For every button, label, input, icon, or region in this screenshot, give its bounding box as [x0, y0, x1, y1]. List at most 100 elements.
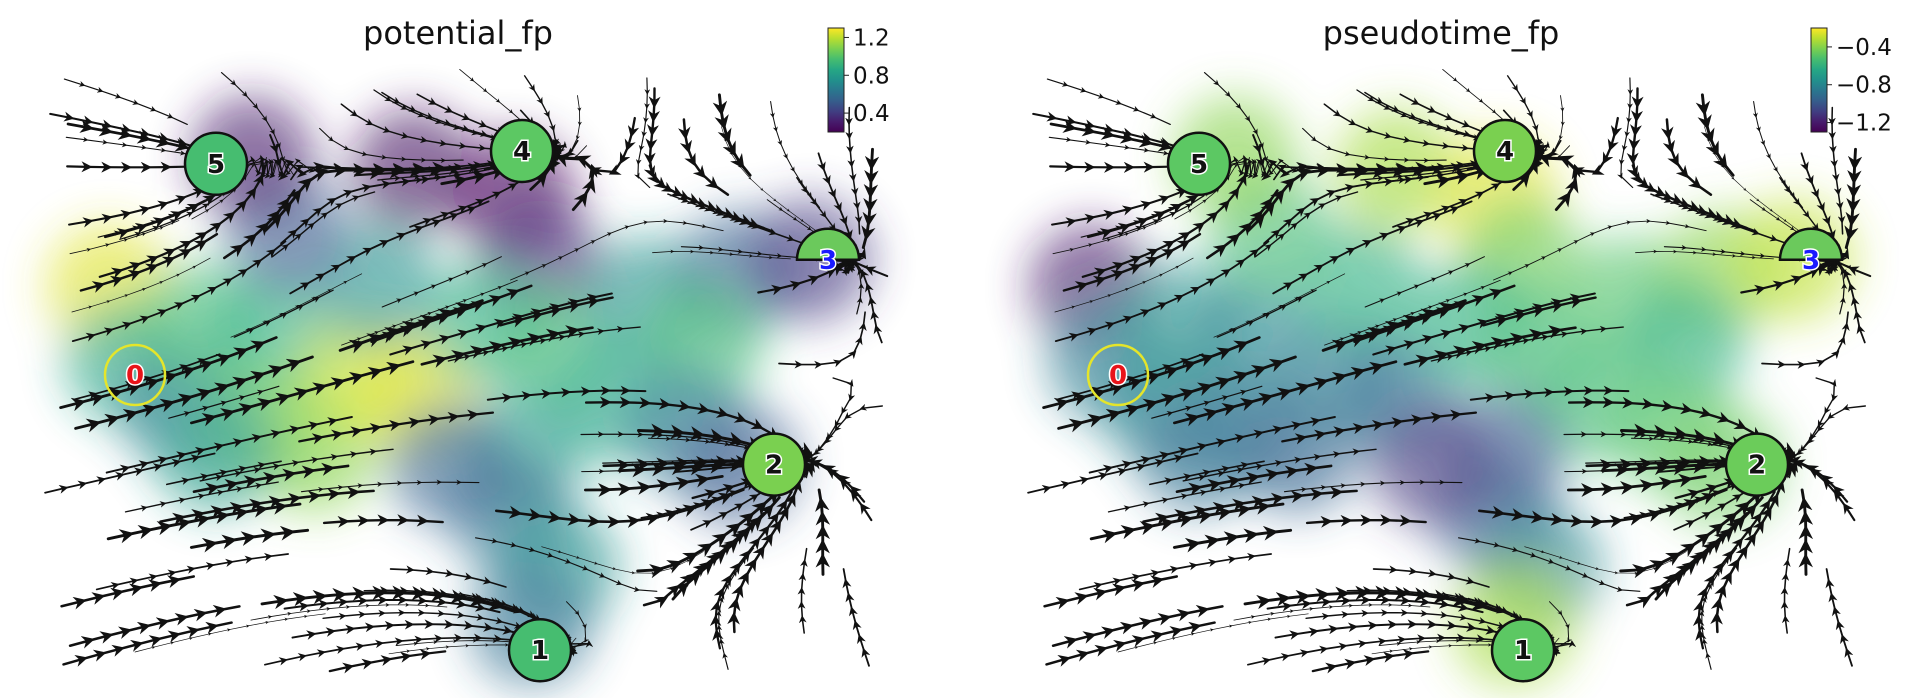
streamline [861, 147, 880, 249]
streamline [1661, 118, 1713, 196]
streamline [66, 161, 188, 173]
node-label: 0 [126, 361, 144, 391]
streamline [1469, 385, 1630, 403]
streamline [1302, 127, 1447, 164]
streamline [1828, 106, 1846, 235]
streamline [1088, 416, 1336, 475]
streamline [1630, 164, 1756, 232]
streamline [1695, 93, 1735, 177]
cell-point [388, 402, 512, 527]
streamline [220, 72, 332, 176]
cell-point [1137, 389, 1261, 514]
streamline [797, 547, 808, 634]
streamline [322, 514, 444, 528]
node-label: 2 [765, 451, 783, 481]
streamline [264, 161, 461, 232]
streamline [106, 500, 302, 544]
streamline [1305, 514, 1427, 528]
chart-title: potential_fp [363, 14, 553, 52]
node-label: 3 [819, 246, 837, 276]
node-2: 2 [1724, 432, 1790, 497]
streamline [1779, 176, 1839, 272]
node-label: 1 [531, 636, 549, 666]
streamline [168, 385, 280, 419]
streamline [319, 127, 464, 164]
streamline [1544, 116, 1623, 178]
streamline [475, 537, 658, 593]
streamline [298, 409, 495, 445]
colorbar-tick-label: 0.8 [853, 63, 890, 89]
streamline [769, 100, 821, 209]
streamline [842, 568, 871, 667]
streamline [1372, 565, 1490, 588]
streamline [328, 648, 447, 674]
streamline [341, 279, 518, 346]
streamline [1247, 161, 1444, 232]
node-label: 4 [1496, 137, 1514, 167]
streamline [1324, 279, 1501, 346]
streamline [1213, 273, 1346, 338]
streamline [815, 488, 831, 576]
node-5: 5 [1166, 131, 1232, 197]
colorbar: 1.2 0.8 0.4 [827, 25, 890, 133]
streamline [1752, 100, 1804, 209]
streamline [1798, 488, 1814, 576]
streamline [652, 249, 791, 260]
streamline [1274, 619, 1511, 640]
node-4: 4 [1472, 118, 1538, 184]
streamline [1617, 77, 1634, 189]
chart-panel-pseudotime: pseudotime_fp 0 1 2 3 4 5 −0.4 −0.8 −1.2 [983, 0, 1931, 698]
streamline [1045, 621, 1216, 667]
streamline [189, 525, 310, 553]
streamline [62, 621, 233, 667]
streamline [291, 619, 528, 640]
streamline [678, 118, 730, 196]
streamline [647, 164, 773, 232]
node-0: 0 [1086, 343, 1150, 407]
streamline [1825, 568, 1854, 667]
streamline [486, 385, 647, 403]
streamline [1046, 78, 1171, 126]
streamline [1635, 249, 1774, 260]
node-label: 4 [513, 137, 531, 167]
streamline [63, 78, 188, 126]
streamline [60, 575, 195, 610]
node-label: 5 [1190, 150, 1208, 180]
node-0: 0 [103, 343, 167, 407]
streamline [389, 565, 507, 588]
streamline [1761, 311, 1850, 369]
chart-canvas: 0 1 2 3 4 5 −0.4 −0.8 −1.2 [1027, 27, 1892, 687]
node-5: 5 [183, 131, 249, 197]
streamline [1054, 240, 1270, 343]
cell-point [1371, 402, 1495, 527]
cell-point [154, 389, 278, 514]
streamline [1172, 525, 1293, 553]
streamline [95, 552, 289, 591]
streamline [1203, 72, 1315, 176]
streamline [1043, 575, 1178, 610]
streamline [1078, 552, 1272, 591]
streamline [634, 77, 651, 189]
streamline [1458, 537, 1641, 593]
streamline [1151, 385, 1263, 419]
node-1: 1 [507, 617, 573, 683]
colorbar-tick-label: −0.8 [1836, 73, 1892, 99]
chart-title: pseudotime_fp [1322, 14, 1560, 52]
streamline [1182, 448, 1377, 482]
node-2: 2 [741, 432, 807, 497]
streamline [845, 106, 863, 235]
colorbar-tick-label: 0.4 [853, 101, 890, 127]
node-1: 1 [1490, 617, 1556, 683]
node-label: 3 [1802, 246, 1820, 276]
node-label: 0 [1109, 361, 1127, 391]
streamline [712, 93, 752, 177]
streamline [715, 547, 755, 670]
streamline [1281, 409, 1478, 445]
node-label: 2 [1748, 451, 1766, 481]
node-label: 1 [1514, 636, 1532, 666]
streamline [105, 416, 353, 475]
streamline [561, 116, 640, 178]
streamline [1311, 648, 1430, 674]
streamline [363, 586, 551, 629]
streamline [1089, 500, 1285, 544]
